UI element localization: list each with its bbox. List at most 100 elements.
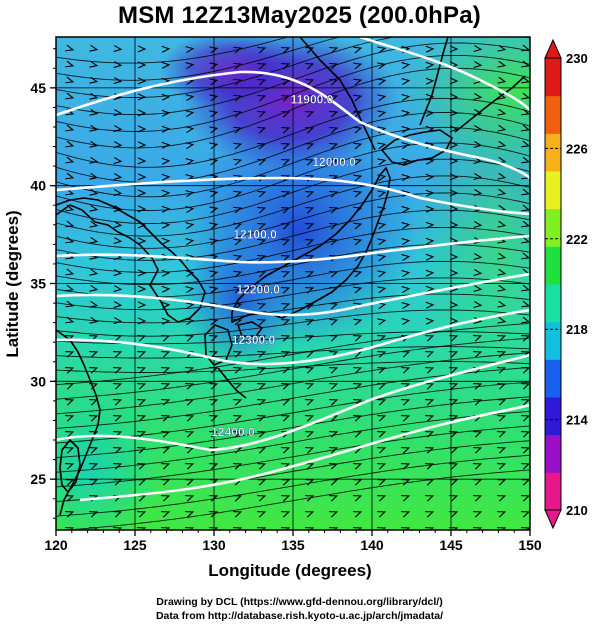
wind-arrow [521, 511, 530, 518]
wind-arrow [281, 335, 291, 342]
wind-arrow [65, 268, 75, 276]
wind-arrow [161, 141, 171, 149]
wind-arrow [305, 431, 315, 438]
wind-arrow [257, 318, 267, 326]
wind-arrow [497, 431, 507, 438]
wind-arrow [473, 253, 483, 261]
wind-arrow [449, 383, 459, 390]
wind-arrow [305, 527, 315, 530]
wind-arrow [89, 188, 99, 196]
wind-arrow [425, 495, 435, 502]
wind-arrow [521, 316, 530, 324]
wind-arrow [113, 285, 123, 293]
wind-arrow [329, 511, 339, 518]
wind-arrow [329, 46, 339, 54]
colorbar-label: 230 [566, 51, 588, 66]
wind-arrow [377, 431, 387, 438]
wind-arrow [161, 61, 171, 69]
wind-arrow [353, 367, 363, 374]
wind-arrow [233, 463, 243, 470]
wind-arrow [209, 335, 219, 342]
wind-arrow [89, 527, 99, 530]
wind-arrow [185, 222, 195, 230]
wind-arrow [113, 399, 123, 406]
wind-arrow [137, 205, 147, 213]
wind-arrow [449, 173, 459, 181]
wind-arrow [329, 94, 339, 102]
wind-arrow [401, 318, 411, 325]
wind-arrow [257, 463, 267, 470]
wind-arrow [185, 415, 195, 422]
wind-arrow [161, 495, 171, 502]
wind-arrow [161, 237, 171, 245]
wind-arrow [65, 76, 75, 84]
wind-arrow [137, 301, 147, 309]
wind-arrow [497, 188, 507, 196]
wind-arrow [305, 415, 315, 422]
wind-arrow [281, 495, 291, 502]
wind-arrow [137, 431, 147, 438]
wind-arrow [401, 78, 411, 85]
wind-arrow [209, 238, 219, 246]
wind-arrow [257, 335, 267, 342]
colorbar: 230 226 222 218 214 210 [544, 38, 588, 530]
wind-arrow [113, 157, 123, 165]
wind-arrow [257, 527, 267, 530]
wind-arrow [281, 158, 291, 166]
wind-arrow [353, 511, 363, 518]
wind-arrow [185, 463, 195, 470]
wind-arrow [209, 190, 219, 198]
wind-arrow [425, 351, 435, 358]
contour-12300 [56, 308, 530, 366]
wind-arrow [473, 527, 483, 530]
wind-arrow [185, 286, 195, 294]
y-tick-label: 35 [30, 276, 46, 292]
wind-arrow [185, 142, 195, 150]
wind-arrow [281, 367, 291, 374]
wind-arrow [305, 511, 315, 518]
wind-arrow [425, 367, 435, 374]
wind-arrow [89, 316, 99, 324]
wind-arrow [329, 78, 339, 86]
wind-arrow [521, 479, 530, 486]
streamline [56, 352, 530, 415]
wind-arrow [305, 142, 315, 150]
wind-arrow [209, 142, 219, 150]
streamline [56, 54, 530, 132]
wind-arrow [89, 140, 99, 148]
wind-arrow [161, 189, 171, 197]
wind-arrow [497, 383, 507, 390]
wind-arrow [377, 335, 387, 342]
wind-arrow [377, 254, 387, 262]
figure-title: MSM 12Z13May2025 (200.0hPa) [118, 2, 481, 29]
wind-arrow [281, 399, 291, 406]
wind-arrow [89, 479, 99, 486]
wind-arrow [209, 351, 219, 358]
wind-arrow [209, 302, 219, 310]
wind-arrow [473, 93, 483, 101]
wind-arrow [425, 463, 435, 470]
wind-arrow [449, 93, 459, 101]
wind-arrow [353, 142, 363, 150]
wind-arrow [185, 126, 195, 134]
wind-arrow [233, 190, 243, 198]
wind-arrow [401, 142, 411, 149]
wind-arrow [377, 479, 387, 486]
wind-arrow [89, 60, 99, 68]
wind-arrow [113, 109, 123, 117]
wind-arrow [161, 367, 171, 374]
wind-arrow [209, 318, 219, 326]
wind-arrow [257, 383, 267, 390]
colorbar-segment [545, 397, 561, 436]
wind-arrow [377, 495, 387, 502]
wind-arrow [449, 527, 459, 530]
wind-arrow [65, 511, 75, 518]
wind-arrow [65, 415, 75, 422]
wind-arrow [473, 301, 483, 309]
wind-arrow [209, 431, 219, 438]
wind-arrow [473, 351, 483, 358]
wind-arrow [377, 158, 387, 166]
wind-arrow [209, 415, 219, 422]
wind-arrow [65, 383, 75, 390]
wind-arrow [497, 479, 507, 486]
